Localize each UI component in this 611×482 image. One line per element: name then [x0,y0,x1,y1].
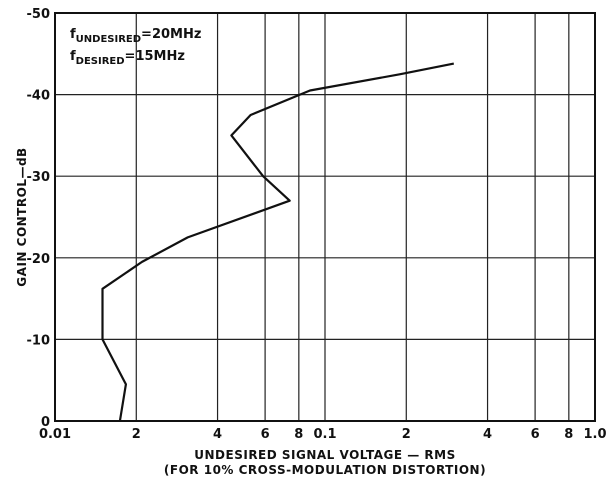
x-tick-label: 6 [261,427,270,442]
y-tick-label: 0 [41,415,50,430]
x-tick-label: 1.0 [583,427,606,442]
x-tick-label: 8 [564,427,573,442]
y-tick-label: -20 [27,252,51,267]
x-tick-label: 8 [294,427,303,442]
plot-frame [54,12,596,422]
tick-labels: 0.01 2 4 6 8 0.1 2 4 6 8 1.0 -50 -40 -30 -20 -10 0 [27,7,607,442]
y-axis-title: GAIN CONTROL—dB [15,147,29,286]
x-tick-label: 4 [213,427,222,442]
y-tick-label: -10 [27,333,51,348]
x-tick-label: 4 [483,427,492,442]
annotation-line-2: fDESIRED=15MHz [70,49,185,67]
annotation-line-1: fUNDESIRED=20MHz [70,27,201,45]
x-axis-title-line-1: UNDESIRED SIGNAL VOLTAGE — RMS [194,448,455,462]
y-tick-label: -50 [27,7,51,22]
chart-annotation: fUNDESIRED=20MHz fDESIRED=15MHz [70,27,201,67]
y-tick-label: -30 [27,170,51,185]
x-tick-label: 2 [132,427,141,442]
series-line [101,62,455,422]
x-tick-label: 2 [402,427,411,442]
grid-lines [54,12,596,422]
x-tick-label: 0.01 [39,427,71,442]
x-tick-label: 6 [531,427,540,442]
y-tick-label: -40 [27,89,51,104]
x-tick-label: 0.1 [313,427,336,442]
x-axis-title-line-2: (FOR 10% CROSS-MODULATION DISTORTION) [164,463,486,477]
